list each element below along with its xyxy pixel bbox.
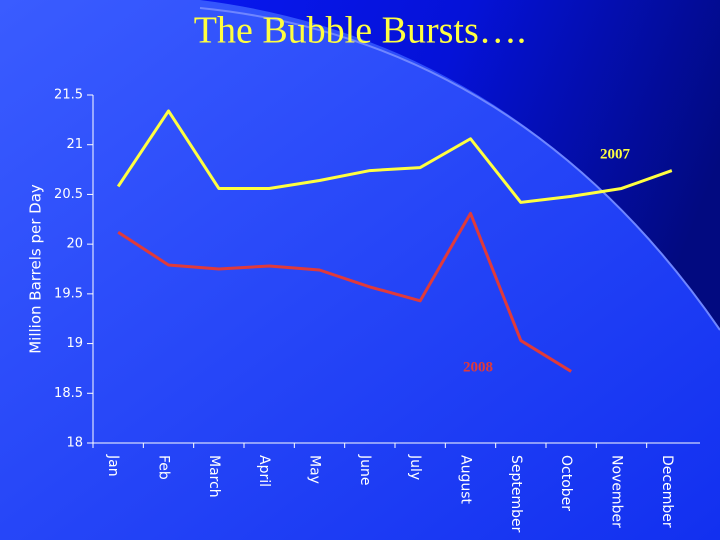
y-tick-label: 20: [66, 237, 83, 252]
x-tick-label: October: [558, 455, 574, 511]
x-tick-label: March: [206, 455, 222, 498]
y-tick-label: 18: [66, 436, 83, 451]
x-tick-label: November: [609, 455, 625, 528]
x-tick-label: Feb: [156, 455, 172, 480]
y-tick-label: 19.5: [54, 286, 83, 301]
y-tick-label: 19: [66, 336, 83, 351]
series-label: 2007: [600, 146, 631, 162]
x-tick-label: August: [458, 455, 474, 505]
x-tick-label: May: [307, 455, 323, 484]
y-axis-label: Million Barrels per Day: [27, 184, 45, 354]
y-tick-label: 18.5: [54, 386, 83, 401]
chart-title: The Bubble Bursts….: [194, 10, 526, 52]
x-tick-label: December: [659, 455, 675, 528]
series-line: [117, 211, 572, 373]
series-label: 2008: [463, 359, 493, 375]
x-tick-label: Jan: [105, 454, 121, 477]
y-tick-label: 21.5: [54, 88, 83, 103]
x-tick-label: September: [508, 455, 524, 533]
y-tick-label: 20.5: [54, 187, 83, 202]
x-tick-label: June: [357, 454, 373, 486]
arc-line: [199, 7, 720, 331]
series-line: [116, 109, 673, 204]
x-tick-label: July: [407, 454, 423, 480]
y-tick-label: 21: [66, 137, 83, 152]
x-tick-label: April: [256, 455, 272, 487]
